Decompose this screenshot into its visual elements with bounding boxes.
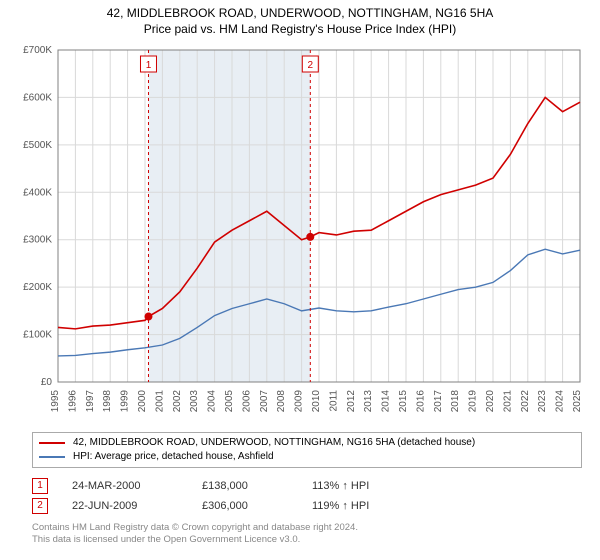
sale-marker-price-1: £138,000	[202, 480, 312, 492]
svg-text:£200K: £200K	[23, 282, 52, 293]
footer: Contains HM Land Registry data © Crown c…	[32, 522, 358, 546]
svg-text:1999: 1999	[120, 390, 131, 413]
svg-text:2019: 2019	[468, 390, 479, 413]
chart: £0 £100K £200K £300K £400K £500K £600K £700K 199…	[10, 42, 590, 424]
svg-text:1996: 1996	[67, 390, 78, 413]
svg-text:1997: 1997	[85, 390, 96, 413]
svg-text:£700K: £700K	[23, 45, 52, 56]
svg-text:2025: 2025	[572, 390, 583, 413]
svg-text:2024: 2024	[555, 390, 566, 413]
legend-label-property: 42, MIDDLEBROOK ROAD, UNDERWOOD, NOTTING…	[73, 436, 475, 450]
svg-text:2015: 2015	[398, 390, 409, 413]
svg-text:2021: 2021	[502, 390, 513, 413]
svg-text:2007: 2007	[259, 390, 270, 413]
svg-text:£100K: £100K	[23, 330, 52, 341]
legend-swatch-hpi	[39, 456, 65, 458]
legend-label-hpi: HPI: Average price, detached house, Ashf…	[73, 450, 274, 464]
svg-text:2013: 2013	[363, 390, 374, 413]
chart-container: 42, MIDDLEBROOK ROAD, UNDERWOOD, NOTTING…	[0, 0, 600, 560]
svg-text:2004: 2004	[207, 390, 218, 413]
legend-swatch-property	[39, 442, 65, 444]
svg-text:2012: 2012	[346, 390, 357, 413]
svg-text:2: 2	[308, 60, 314, 71]
sale-marker-num-1: 1	[32, 478, 48, 494]
svg-text:2010: 2010	[311, 390, 322, 413]
chart-svg: £0 £100K £200K £300K £400K £500K £600K £700K 199…	[10, 42, 590, 424]
svg-text:2022: 2022	[520, 390, 531, 413]
svg-text:2003: 2003	[189, 390, 200, 413]
svg-text:2014: 2014	[381, 390, 392, 413]
title-line-2: Price paid vs. HM Land Registry's House …	[0, 22, 600, 36]
sale-marker-pct-1: 113% ↑ HPI	[312, 480, 568, 492]
sale-markers-table: 1 24-MAR-2000 £138,000 113% ↑ HPI 2 22-J…	[32, 476, 568, 516]
title-area: 42, MIDDLEBROOK ROAD, UNDERWOOD, NOTTING…	[0, 0, 600, 36]
sale-marker-row-1: 1 24-MAR-2000 £138,000 113% ↑ HPI	[32, 476, 568, 496]
svg-text:2001: 2001	[154, 390, 165, 413]
svg-text:£300K: £300K	[23, 235, 52, 246]
svg-text:2020: 2020	[485, 390, 496, 413]
footer-line-1: Contains HM Land Registry data © Crown c…	[32, 522, 358, 534]
svg-text:£500K: £500K	[23, 140, 52, 151]
svg-text:£600K: £600K	[23, 92, 52, 103]
sale-marker-date-2: 22-JUN-2009	[72, 500, 202, 512]
svg-text:2009: 2009	[294, 390, 305, 413]
sale-marker-pct-2: 119% ↑ HPI	[312, 500, 568, 512]
svg-text:£0: £0	[41, 377, 53, 388]
sale-marker-row-2: 2 22-JUN-2009 £306,000 119% ↑ HPI	[32, 496, 568, 516]
svg-text:2011: 2011	[328, 390, 339, 412]
legend-row-property: 42, MIDDLEBROOK ROAD, UNDERWOOD, NOTTING…	[39, 436, 575, 450]
svg-text:1995: 1995	[50, 390, 61, 413]
svg-text:2023: 2023	[537, 390, 548, 413]
svg-text:2017: 2017	[433, 390, 444, 413]
svg-text:2002: 2002	[172, 390, 183, 413]
svg-text:2006: 2006	[241, 390, 252, 413]
sale-marker-date-1: 24-MAR-2000	[72, 480, 202, 492]
sale-marker-num-2: 2	[32, 498, 48, 514]
svg-text:2005: 2005	[224, 390, 235, 413]
sale-marker-price-2: £306,000	[202, 500, 312, 512]
svg-text:1998: 1998	[102, 390, 113, 413]
svg-text:£400K: £400K	[23, 187, 52, 198]
title-line-1: 42, MIDDLEBROOK ROAD, UNDERWOOD, NOTTING…	[0, 6, 600, 20]
svg-text:2000: 2000	[137, 390, 148, 413]
svg-text:2008: 2008	[276, 390, 287, 413]
legend-row-hpi: HPI: Average price, detached house, Ashf…	[39, 450, 575, 464]
svg-text:2016: 2016	[415, 390, 426, 413]
svg-text:2018: 2018	[450, 390, 461, 413]
svg-text:1: 1	[146, 60, 152, 71]
legend: 42, MIDDLEBROOK ROAD, UNDERWOOD, NOTTING…	[32, 432, 582, 468]
footer-line-2: This data is licensed under the Open Gov…	[32, 534, 358, 546]
